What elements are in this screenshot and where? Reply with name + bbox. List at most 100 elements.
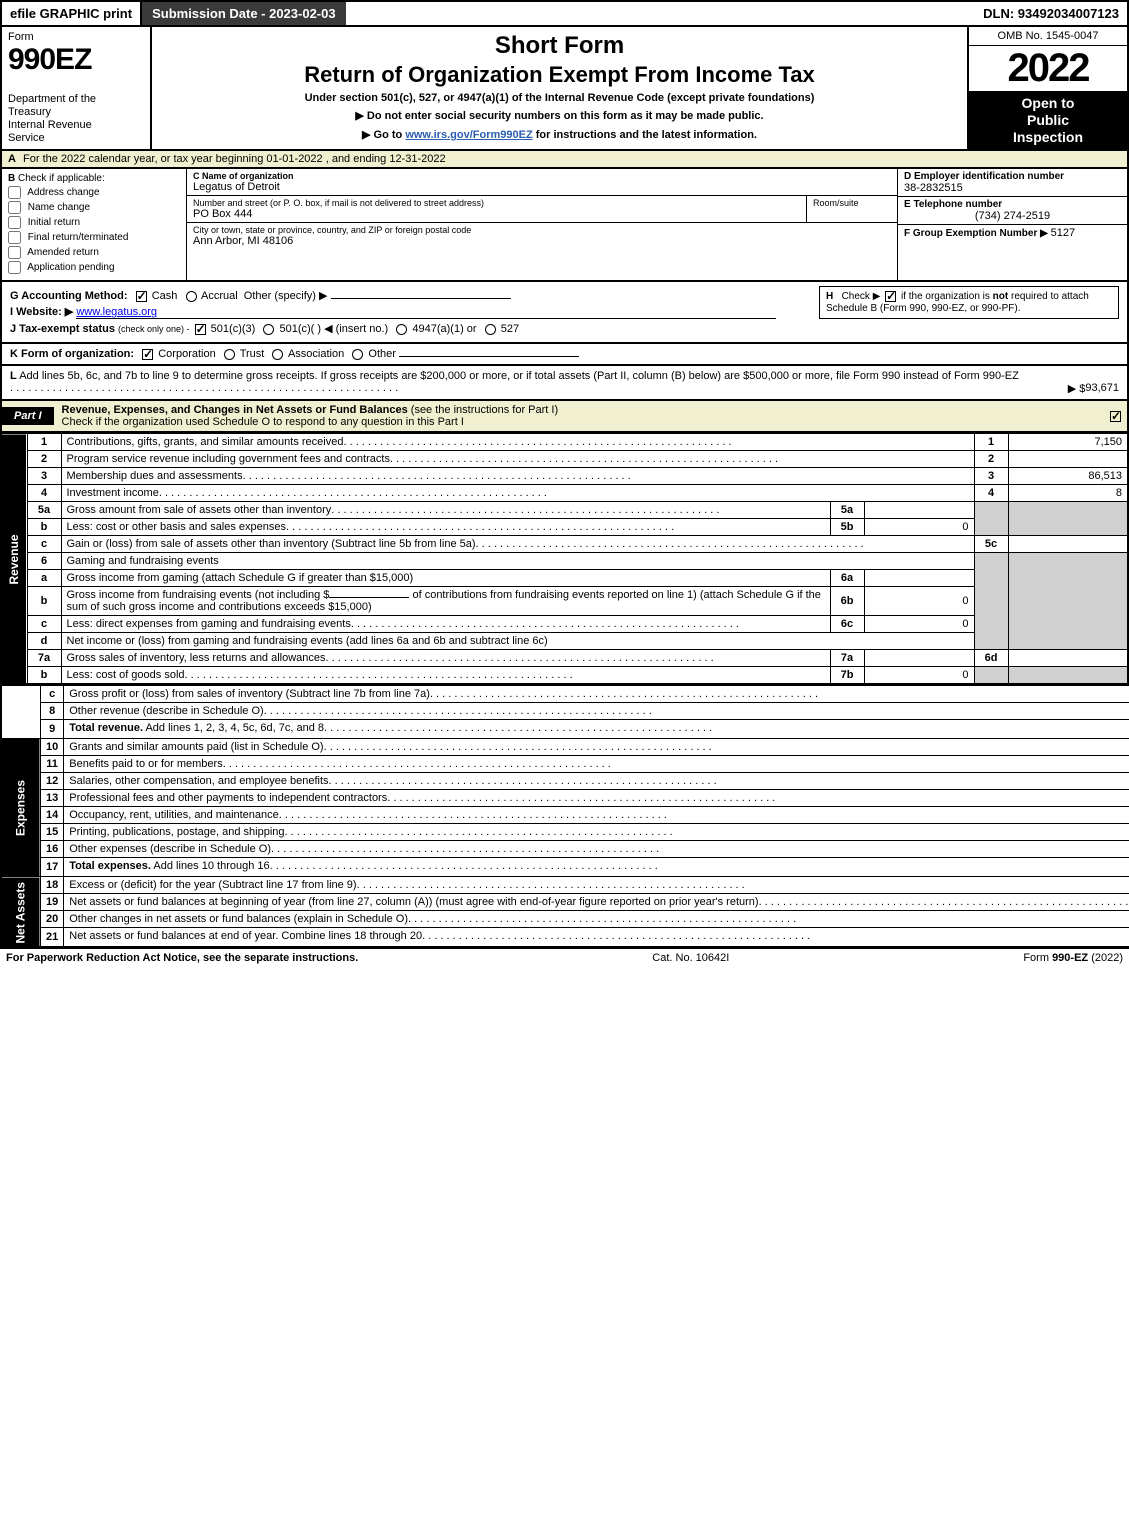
part-1-schedule-o-check[interactable] [1110,411,1121,422]
line-1-text: Contributions, gifts, grants, and simila… [67,436,344,448]
line-7c-row: c Gross profit or (loss) from sales of i… [1,686,1129,703]
street-value: PO Box 444 [193,208,800,220]
part-1-table-b: c Gross profit or (loss) from sales of i… [0,685,1129,948]
g-other-input[interactable] [331,298,511,299]
form-number: 990EZ [8,43,144,77]
line-a: A For the 2022 calendar year, or tax yea… [0,151,1129,169]
section-j: J Tax-exempt status (check only one) - 5… [10,322,1119,335]
k-assoc-check[interactable] [272,349,283,360]
header-right: OMB No. 1545-0047 2022 Open toPublicInsp… [967,27,1127,149]
line-4-value: 8 [1008,485,1128,502]
check-initial-return[interactable]: Initial return [8,216,180,229]
line-6d-row: d Net income or (loss) from gaming and f… [1,633,1128,650]
line-6c-row: c Less: direct expenses from gaming and … [1,616,1128,633]
k-other: Other [368,348,396,360]
line-19-text: Net assets or fund balances at beginning… [69,896,758,908]
line-12-row: 12 Salaries, other compensation, and emp… [1,773,1129,790]
g-other: Other (specify) ▶ [244,290,328,302]
j-527-check[interactable] [485,324,496,335]
line-6-text: Gaming and fundraising events [61,553,974,570]
line-13-row: 13 Professional fees and other payments … [1,790,1129,807]
line-10-row: Expenses 10 Grants and similar amounts p… [1,739,1129,756]
part-1-checkline: Check if the organization used Schedule … [62,416,767,428]
section-def: D Employer identification number 38-2832… [897,169,1127,280]
line-17-row: 17 Total expenses. Add lines 10 through … [1,858,1129,877]
line-7b-text: Less: cost of goods sold [67,669,185,681]
section-h: H Check ▶ if the organization is not req… [819,286,1119,318]
k-corp: Corporation [158,348,215,360]
k-label: K Form of organization: [10,348,134,360]
line-21-text: Net assets or fund balances at end of ye… [69,930,422,944]
k-assoc: Association [288,348,344,360]
line-12-text: Salaries, other compensation, and employ… [69,775,328,787]
public-inspection-badge: Open toPublicInspection [969,91,1127,149]
form-title: Return of Organization Exempt From Incom… [160,62,959,88]
j-4947-check[interactable] [396,324,407,335]
g-cash: Cash [152,290,178,302]
line-5b-text: Less: cost or other basis and sales expe… [67,521,287,533]
line-8-text: Other revenue (describe in Schedule O) [69,705,263,717]
website-link[interactable]: www.legatus.org [76,306,776,319]
check-application-pending[interactable]: Application pending [8,261,180,274]
part-1-title: Revenue, Expenses, and Changes in Net As… [62,401,1110,431]
efile-label[interactable]: efile GRAPHIC print [2,2,140,25]
k-corp-check[interactable] [142,349,153,360]
line-5c-text: Gain or (loss) from sale of assets other… [67,538,476,550]
department-label: Department of theTreasuryInternal Revenu… [8,93,144,146]
check-name-change[interactable]: Name change [8,201,180,214]
phone-value: (734) 274-2519 [904,210,1121,222]
j-501c-check[interactable] [263,324,274,335]
g-accrual-check[interactable] [186,291,197,302]
h-checkbox[interactable] [885,291,896,302]
check-final-return[interactable]: Final return/terminated [8,231,180,244]
line-9-text: Add lines 1, 2, 3, 4, 5c, 6d, 7c, and 8 [145,722,324,734]
line-6a-value [864,570,974,587]
k-other-input[interactable] [399,356,579,357]
line-14-row: 14 Occupancy, rent, utilities, and maint… [1,807,1129,824]
k-trust-check[interactable] [224,349,235,360]
ein-value: 38-2832515 [904,182,1121,194]
ein-label: D Employer identification number [904,171,1121,182]
form-word: Form [8,31,144,43]
line-3-text: Membership dues and assessments [67,470,243,482]
page-footer: For Paperwork Reduction Act Notice, see … [0,948,1129,967]
line-7a-row: 7a Gross sales of inventory, less return… [1,650,1128,667]
k-trust: Trust [240,348,265,360]
line-1-row: Revenue 1 Contributions, gifts, grants, … [1,434,1128,451]
meta-block: H Check ▶ if the organization is not req… [0,282,1129,344]
line-6d-value [1008,650,1128,667]
line-5b-value: 0 [864,519,974,536]
line-a-text: For the 2022 calendar year, or tax year … [23,153,446,165]
section-l-row: L Add lines 5b, 6c, and 7b to line 9 to … [0,366,1129,401]
j-501c3-check[interactable] [195,324,206,335]
line-6a-row: a Gross income from gaming (attach Sched… [1,570,1128,587]
line-1-num: 1 [27,434,61,451]
line-6b-text: Gross income from fundraising events (no… [61,587,830,616]
irs-link[interactable]: www.irs.gov/Form990EZ [405,129,532,141]
line-1-value: 7,150 [1008,434,1128,451]
h-text1: Check ▶ [842,292,884,303]
line-6b-blank[interactable] [329,597,409,598]
org-name: Legatus of Detroit [193,181,891,193]
group-exemption-value: 5127 [1051,227,1075,239]
l-arrow: ▶ $ [1068,382,1086,395]
check-address-change[interactable]: Address change [8,186,180,199]
j-501c3: 501(c)(3) [211,323,256,335]
expenses-side-label: Expenses [1,739,41,877]
k-other-check[interactable] [352,349,363,360]
j-501c: 501(c)( ) ◀ (insert no.) [279,323,388,335]
line-a-letter: A [8,153,16,165]
check-amended-return[interactable]: Amended return [8,246,180,259]
group-exemption-label: F Group Exemption Number ▶ [904,228,1048,239]
top-bar: efile GRAPHIC print Submission Date - 20… [0,0,1129,27]
line-15-row: 15 Printing, publications, postage, and … [1,824,1129,841]
form-subtitle: Under section 501(c), 527, or 4947(a)(1)… [160,92,959,104]
g-cash-check[interactable] [136,291,147,302]
line-16-text: Other expenses (describe in Schedule O) [69,843,271,855]
city-value: Ann Arbor, MI 48106 [193,235,891,247]
line-6a-text: Gross income from gaming (attach Schedul… [61,570,830,587]
l-letter: L [10,370,17,382]
part-1-header: Part I Revenue, Expenses, and Changes in… [0,401,1129,433]
header-center: Short Form Return of Organization Exempt… [152,27,967,149]
line-17-bold: Total expenses. [69,860,151,872]
